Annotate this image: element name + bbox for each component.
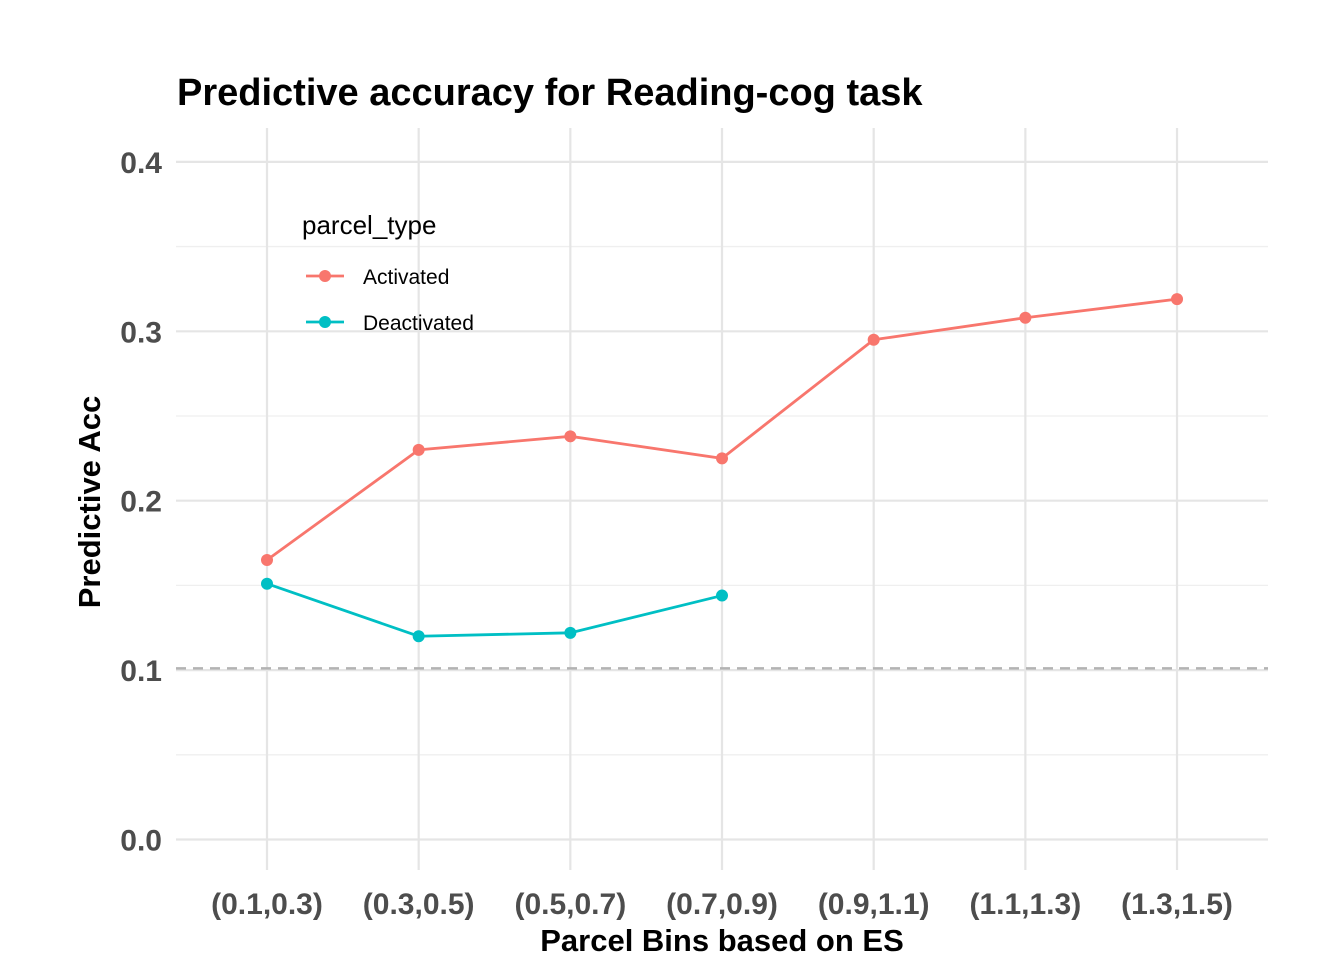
data-point-activated [261,553,273,566]
data-point-activated [716,452,729,465]
series-deactivated [261,577,729,643]
x-axis-ticks: (0.1,0.3) (0.3,0.5) (0.5,0.7) (0.7,0.9) (0.9… [211,888,1233,921]
x-tick-label: (1.1,1.3) [969,888,1081,921]
y-axis-title: Predictive Acc [72,396,107,609]
legend-label-deactivated: Deactivated [363,312,474,335]
data-point-activated [867,333,880,346]
x-tick-label: (0.5,0.7) [514,888,626,921]
x-tick-label: (0.1,0.3) [211,888,323,921]
y-tick-label: 0.3 [120,316,162,349]
y-tick-label: 0.4 [120,147,162,180]
data-point-activated [564,430,577,443]
y-tick-label: 0.1 [120,655,162,688]
series-layer [261,293,1184,643]
legend-items: Activated Deactivated [306,266,474,335]
x-tick-label: (1.3,1.5) [1121,888,1233,921]
x-tick-label: (0.7,0.9) [666,888,778,921]
y-axis-ticks: 0.0 0.1 0.2 0.3 0.4 [120,147,162,858]
data-point-activated [412,443,425,456]
data-point-deactivated [261,577,273,590]
data-point-deactivated [716,589,729,602]
legend-key-point [319,316,331,328]
grid [176,128,1268,870]
legend: parcel_type Activated Deactivated [302,210,474,335]
chart-title: Predictive accuracy for Reading-cog task [177,72,923,114]
y-tick-label: 0.2 [120,486,162,519]
series-line-deactivated [266,582,723,638]
x-axis-title: Parcel Bins based on ES [540,923,904,958]
data-point-activated [1019,311,1032,324]
legend-label-activated: Activated [363,266,449,289]
legend-title: parcel_type [302,210,436,240]
data-point-deactivated [564,626,577,639]
data-point-activated [1171,293,1184,306]
x-tick-label: (0.9,1.1) [818,888,930,921]
x-tick-label: (0.3,0.5) [363,888,475,921]
legend-key-point [319,270,331,282]
data-point-deactivated [412,630,425,643]
y-tick-label: 0.0 [120,825,162,858]
legend-item-deactivated: Deactivated [306,312,474,335]
series-activated [261,293,1184,566]
legend-item-activated: Activated [306,266,449,289]
